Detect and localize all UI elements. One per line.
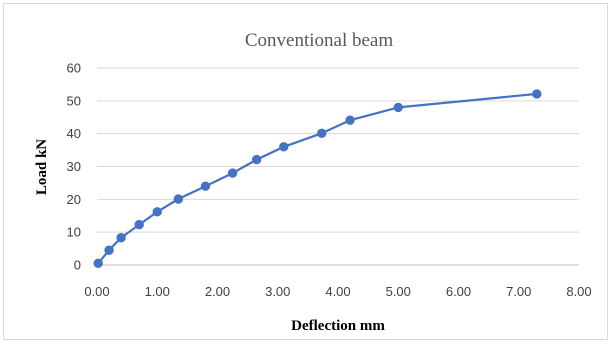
data-point <box>152 207 162 217</box>
y-tick-label: 0 <box>74 258 81 273</box>
x-tick-label: 4.00 <box>325 284 350 299</box>
x-axis-ticks: 0.00 1.00 2.00 3.00 4.00 5.00 6.00 7.00 8.00 <box>84 284 591 299</box>
data-point <box>345 115 355 125</box>
y-tick-label: 60 <box>67 61 81 76</box>
y-axis-title: Load kN <box>34 139 50 195</box>
y-tick-label: 30 <box>67 159 81 174</box>
chart-frame <box>3 3 608 340</box>
x-tick-label: 8.00 <box>566 284 591 299</box>
y-tick-label: 40 <box>67 126 81 141</box>
x-tick-label: 1.00 <box>145 284 170 299</box>
data-point <box>393 102 403 113</box>
data-point <box>116 233 126 243</box>
y-tick-label: 50 <box>67 93 81 108</box>
data-point <box>134 219 144 230</box>
chart-title: Conventional beam <box>245 30 393 51</box>
y-axis-ticks: 0 10 20 30 40 50 60 <box>67 61 81 273</box>
x-tick-label: 7.00 <box>506 284 531 299</box>
data-point <box>532 89 542 99</box>
x-tick-label: 2.00 <box>205 284 230 299</box>
data-point <box>173 194 184 204</box>
x-axis-title: Deflection mm <box>291 318 385 334</box>
y-tick-label: 20 <box>67 192 81 207</box>
x-tick-label: 5.00 <box>386 284 411 299</box>
data-point <box>104 245 114 255</box>
y-tick-label: 10 <box>67 225 81 240</box>
data-point <box>93 258 103 269</box>
series-layer <box>93 89 542 269</box>
data-point <box>251 154 262 165</box>
x-tick-label: 6.00 <box>446 284 471 299</box>
data-point <box>317 128 327 139</box>
x-tick-label: 3.00 <box>265 284 290 299</box>
data-point <box>279 142 289 152</box>
gridlines <box>97 67 579 233</box>
series-line <box>97 92 537 265</box>
data-point <box>200 181 211 191</box>
data-point <box>227 168 238 178</box>
x-tick-label: 0.00 <box>84 284 109 299</box>
